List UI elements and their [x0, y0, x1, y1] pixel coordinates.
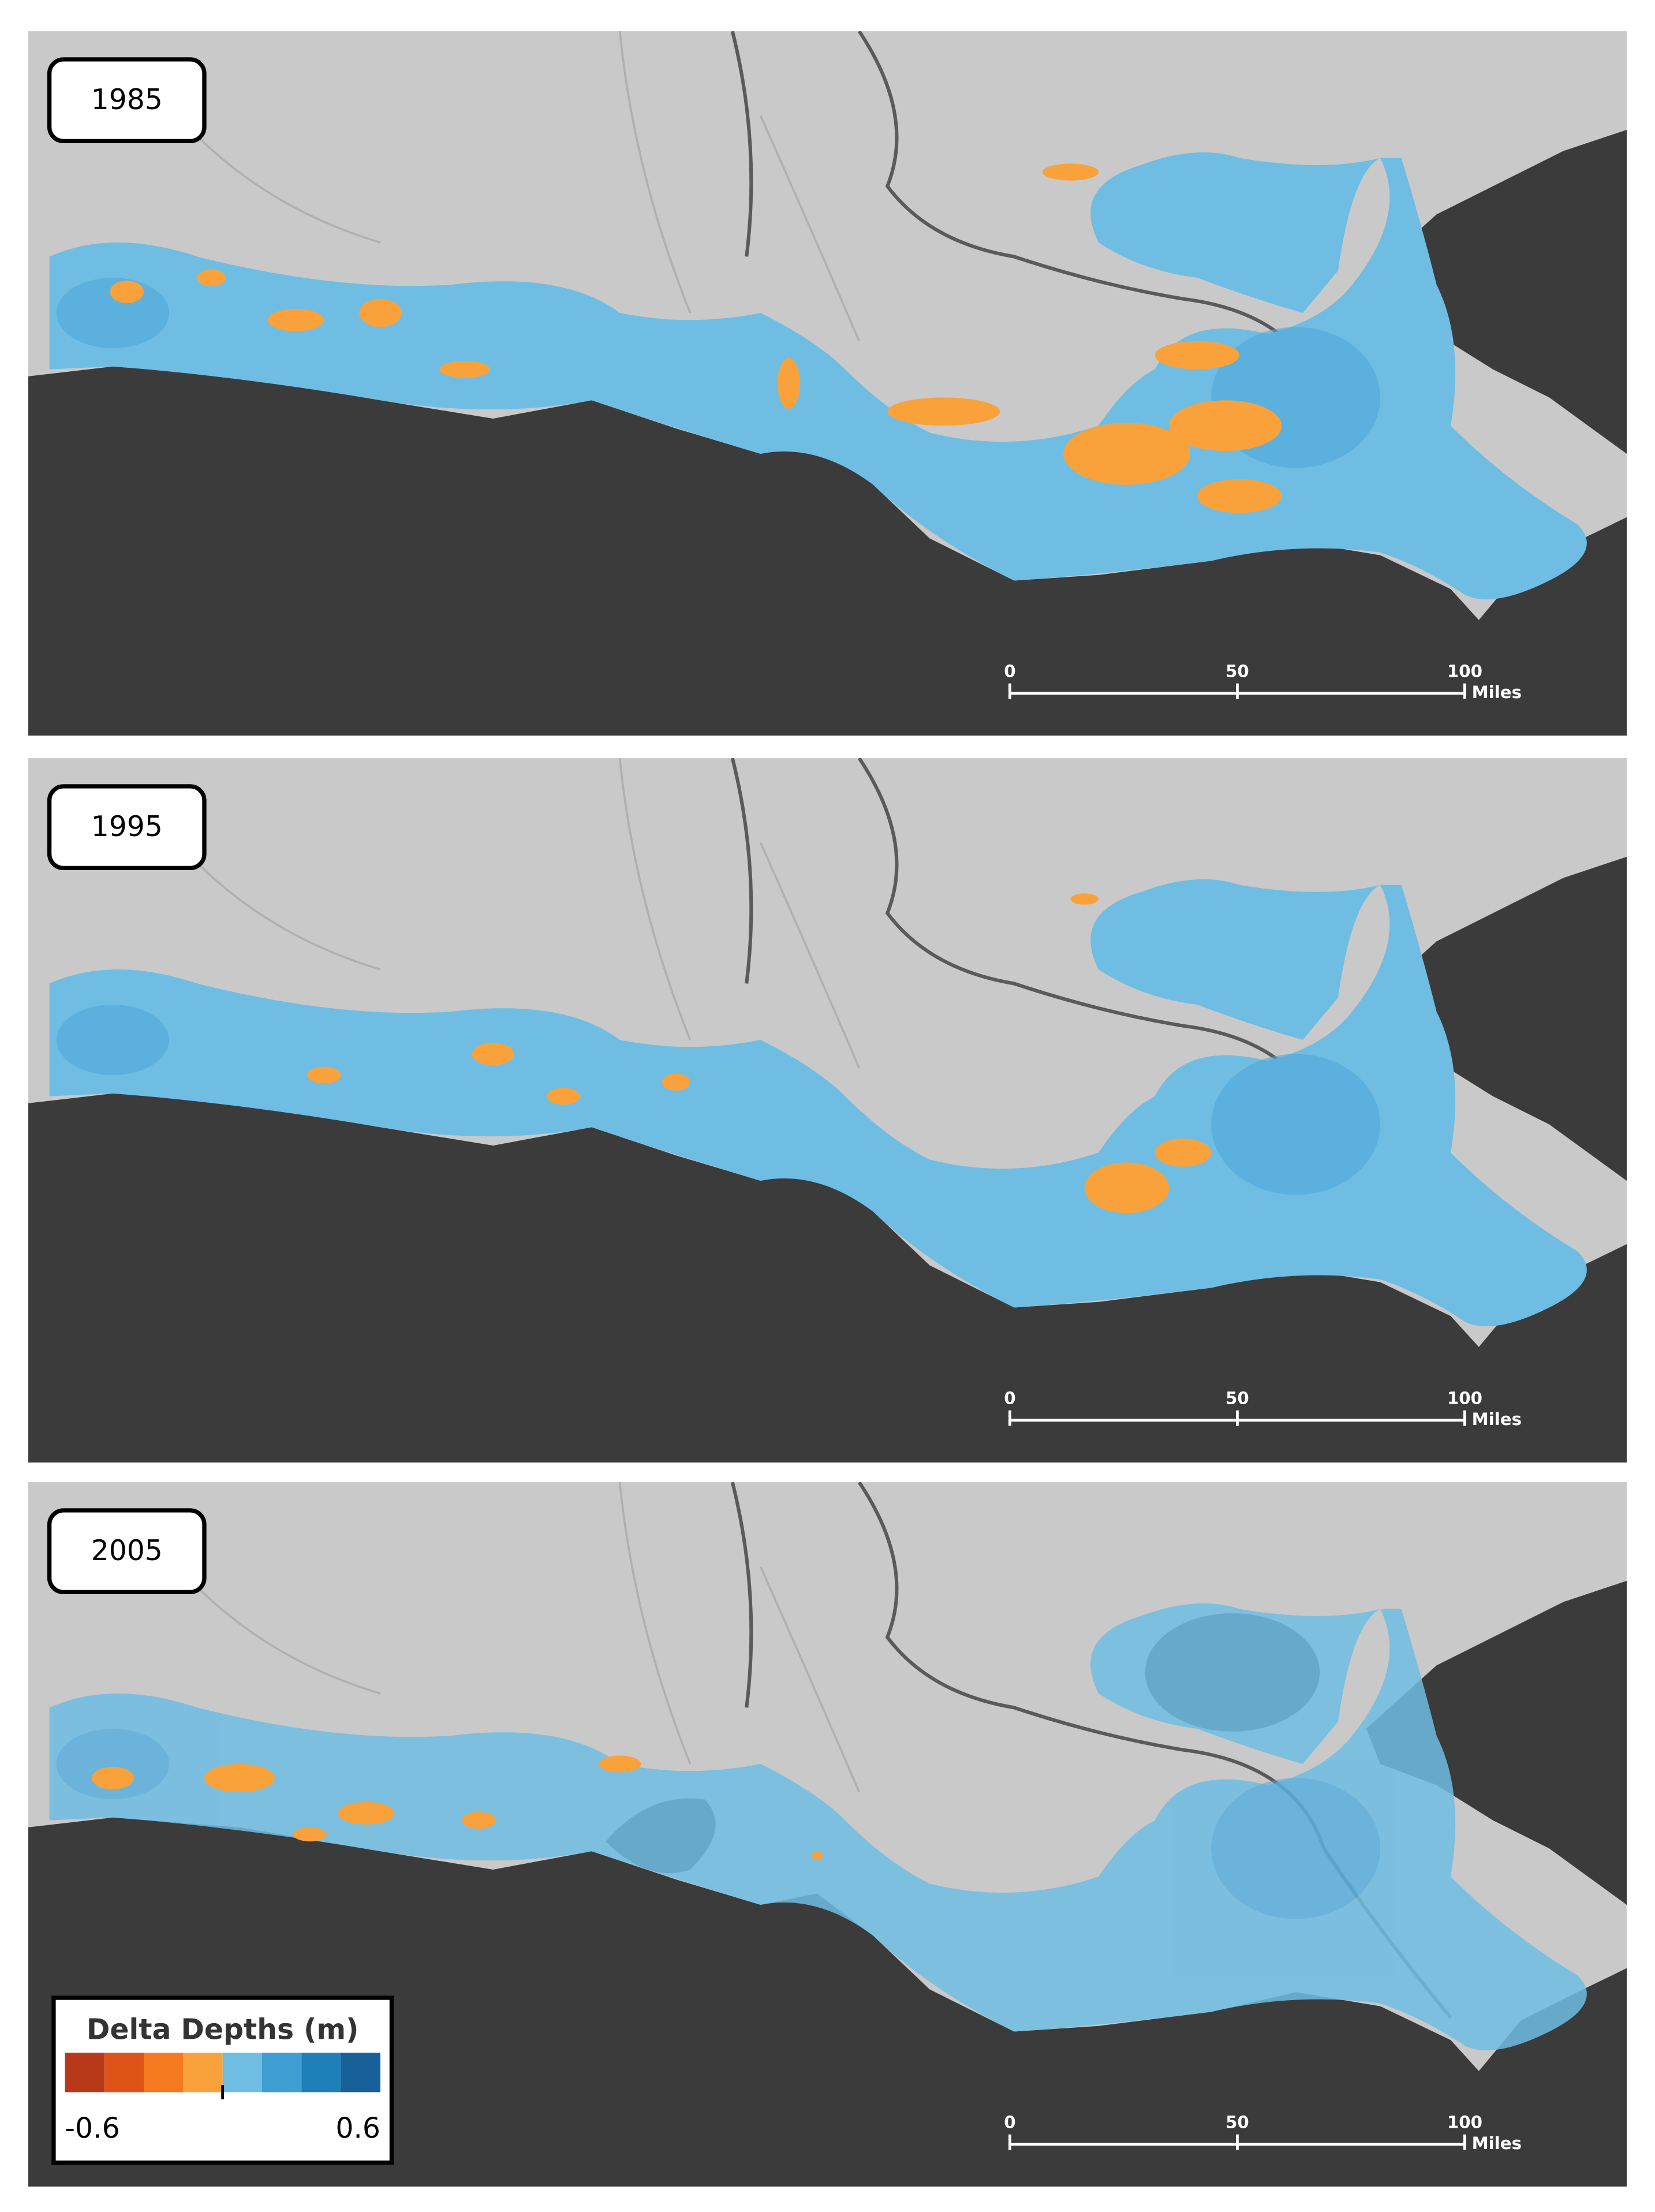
depth-decrease-area	[91, 1766, 134, 1789]
scale-label: 100	[1447, 2113, 1482, 2132]
depth-decrease-area	[1063, 423, 1190, 485]
depth-decrease-area	[662, 1073, 690, 1091]
depth-decrease-area	[1155, 341, 1240, 370]
scale-unit: Miles	[1472, 2133, 1522, 2153]
legend: Delta Depths (m) -0.6 0.6	[51, 1995, 394, 2165]
scale-label: 100	[1447, 1389, 1482, 1408]
scale-unit: Miles	[1472, 682, 1522, 702]
depth-decrease-area	[267, 308, 324, 331]
depth-decrease-area	[307, 1066, 341, 1084]
depth-decrease-area	[439, 360, 491, 378]
year-box	[47, 57, 207, 144]
scale-label: 0	[1004, 2113, 1015, 2132]
scale-unit: Miles	[1472, 1409, 1522, 1429]
depth-decrease-area	[293, 1827, 327, 1842]
depth-decrease-area	[599, 1755, 641, 1773]
depth-decrease-area	[1155, 1138, 1212, 1167]
depth-decrease-area	[1197, 479, 1282, 513]
legend-swatch	[222, 2053, 262, 2092]
depth-decrease-area	[811, 1851, 823, 1860]
year-label: 1985	[91, 83, 163, 116]
depth-decrease-area	[204, 1764, 275, 1792]
legend-swatch	[144, 2053, 184, 2092]
legend-swatch	[341, 2053, 380, 2092]
scale-label: 50	[1226, 1389, 1249, 1408]
depth-decrease-area	[197, 269, 226, 286]
legend-title: Delta Depths (m)	[87, 2013, 359, 2046]
legend-swatch	[65, 2053, 104, 2092]
year-label: 2005	[91, 1534, 163, 1567]
scale-label: 50	[1226, 662, 1249, 681]
year-box	[47, 1508, 207, 1595]
depth-decrease-area	[887, 397, 1000, 426]
depth-decrease-area	[1070, 893, 1099, 905]
depth-decrease-area	[110, 280, 144, 303]
depth-decrease-area	[472, 1042, 514, 1065]
depth-decrease-area	[1084, 1162, 1170, 1214]
depth-decrease-area	[1042, 163, 1099, 181]
depth-decrease-area	[359, 299, 402, 327]
legend-max: 0.6	[335, 2112, 380, 2144]
legend-swatch	[261, 2053, 302, 2092]
legend-swatch	[301, 2053, 341, 2092]
legend-min: -0.6	[65, 2112, 119, 2144]
depth-decrease-area	[1169, 400, 1282, 452]
legend-swatch	[104, 2053, 144, 2092]
year-box	[47, 784, 207, 871]
scale-label: 50	[1226, 2113, 1249, 2132]
depth-decrease-area	[777, 358, 800, 409]
scale-label: 0	[1004, 662, 1015, 681]
depth-decrease-area	[462, 1811, 496, 1829]
depth-decrease-area	[546, 1087, 581, 1105]
legend-swatch	[183, 2053, 223, 2092]
scale-label: 100	[1447, 662, 1482, 681]
depth-decrease-area	[338, 1801, 395, 1825]
year-label: 1995	[91, 810, 163, 843]
scale-label: 0	[1004, 1389, 1015, 1408]
